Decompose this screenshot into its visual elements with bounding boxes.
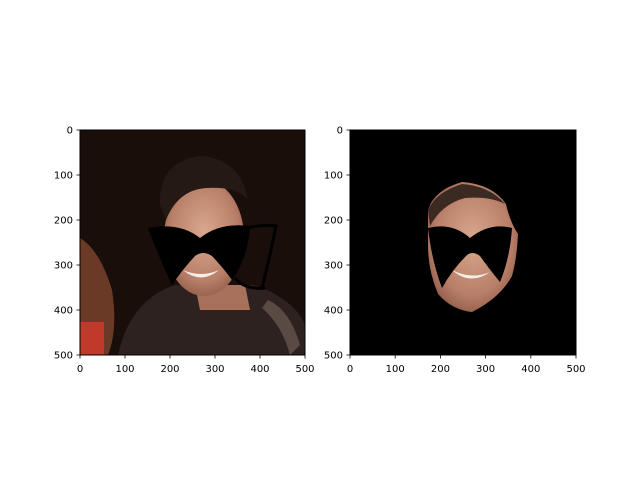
left-axes-frame [79,129,306,356]
x-tick-label: 100 [386,364,405,375]
right-photo-glasses-mask [428,226,512,288]
x-tick-label: 200 [160,364,179,375]
x-tick-label: 500 [295,364,314,375]
x-tick-label: 100 [115,364,134,375]
left-photo-mask-strap [245,223,278,289]
left-photo-mouth [183,270,219,278]
y-tick-label: 400 [324,306,343,317]
y-tick-label: 500 [324,351,343,362]
y-tick-label: 200 [324,216,343,227]
left-photo-jacket-highlight [262,300,300,355]
right-image-panel [350,130,576,355]
right-axes-frame [349,129,577,356]
y-tick-label: 400 [54,306,73,317]
y-tick-label: 500 [54,351,73,362]
x-tick-label: 300 [476,364,495,375]
right-photo-mouth [452,270,490,279]
right-photo-hair [428,184,505,226]
x-tick-label: 400 [521,364,540,375]
y-tick-label: 300 [54,261,73,272]
y-tick-label: 300 [324,261,343,272]
x-tick-label: 0 [347,364,353,375]
x-tick-label: 500 [566,364,585,375]
left-photo-jacket [118,285,305,355]
right-axes-ticks: 0 100 200 300 400 500 0 100 200 300 400 500 [324,126,586,376]
x-tick-label: 400 [250,364,269,375]
x-tick-label: 200 [431,364,450,375]
left-photo-red-clothing [80,322,104,355]
left-image-panel [80,130,305,355]
y-tick-label: 100 [324,171,343,182]
y-tick-label: 200 [54,216,73,227]
left-axes-ticks: 0 100 200 300 400 500 0 100 200 300 400 500 [54,126,315,376]
x-tick-label: 300 [205,364,224,375]
y-tick-label: 100 [54,171,73,182]
y-tick-label: 0 [67,126,73,137]
left-photo-glasses-mask [148,225,250,285]
left-photo-mask-strap-2 [233,276,266,290]
x-tick-label: 0 [77,364,83,375]
y-tick-label: 0 [337,126,343,137]
left-photo-hair [159,156,248,220]
